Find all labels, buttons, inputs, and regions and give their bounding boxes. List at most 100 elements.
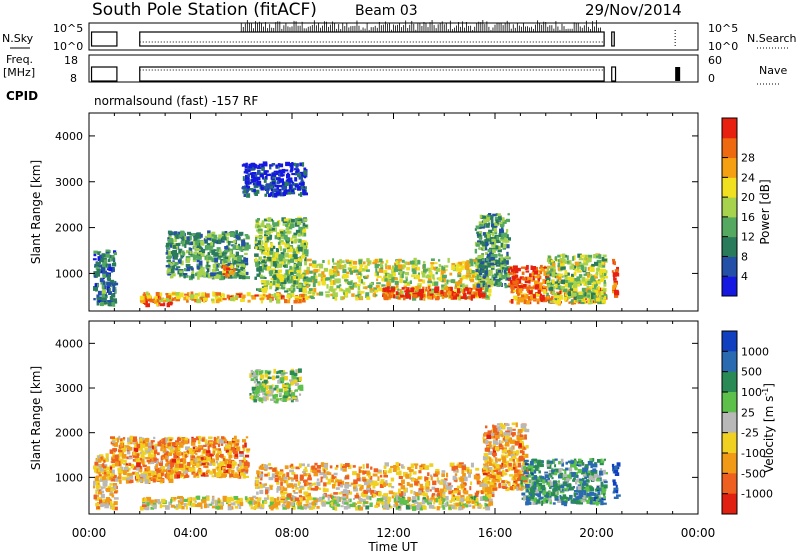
heatmap-cell: [495, 240, 501, 243]
heatmap-cell: [616, 266, 619, 271]
heatmap-cell: [520, 296, 525, 299]
heatmap-cell: [481, 296, 485, 299]
heatmap-cell: [119, 479, 122, 484]
heatmap-cell: [233, 256, 238, 262]
heatmap-cell: [440, 270, 444, 275]
heatmap-cell: [491, 267, 495, 270]
heatmap-cell: [233, 260, 237, 263]
heatmap-cell: [225, 269, 228, 274]
heatmap-cell: [308, 263, 314, 267]
heatmap-cell: [114, 461, 119, 467]
heatmap-cell: [294, 259, 298, 263]
heatmap-cell: [487, 248, 492, 252]
heatmap-cell: [485, 217, 491, 222]
heatmap-cell: [395, 284, 399, 288]
heatmap-cell: [118, 473, 122, 478]
heatmap-cell: [209, 453, 214, 457]
heatmap-cell: [480, 270, 486, 273]
heatmap-cell: [258, 294, 263, 297]
heatmap-cell: [101, 293, 106, 298]
heatmap-cell: [144, 447, 150, 451]
heatmap-cell: [485, 237, 490, 242]
heatmap-cell: [121, 453, 127, 459]
heatmap-cell: [300, 179, 304, 183]
heatmap-cell: [495, 278, 501, 284]
heatmap-cell: [276, 292, 280, 297]
heatmap-cell: [474, 248, 478, 254]
heatmap-cell: [97, 491, 102, 495]
heatmap-cell: [123, 446, 126, 449]
heatmap-cell: [302, 242, 305, 248]
heatmap-cell: [289, 164, 294, 168]
heatmap-cell: [535, 284, 540, 287]
heatmap-cell: [477, 240, 481, 243]
heatmap-cell: [594, 300, 598, 303]
heatmap-cell: [474, 263, 479, 267]
heatmap-cell: [574, 295, 577, 300]
heatmap-cell: [272, 227, 275, 231]
heatmap-cell: [285, 161, 291, 167]
heatmap-cell: [112, 506, 115, 510]
heatmap-cell: [108, 255, 111, 259]
cpid-label: CPID: [6, 89, 38, 103]
heatmap-cell: [215, 460, 219, 464]
heatmap-cell: [223, 471, 227, 475]
heatmap-cell: [269, 164, 274, 167]
heatmap-cell: [102, 280, 106, 286]
heatmap-cell: [224, 458, 229, 462]
heatmap-cell: [108, 263, 112, 268]
heatmap-cell: [301, 463, 305, 467]
heatmap-cell: [282, 191, 286, 196]
heatmap-cell: [227, 274, 233, 279]
heatmap-cell: [440, 273, 443, 278]
heatmap-cell: [290, 255, 294, 261]
heatmap-cell: [266, 266, 270, 271]
heatmap-cell: [191, 470, 196, 475]
heatmap-cell: [482, 259, 487, 264]
heatmap-cell: [563, 279, 568, 283]
heatmap-cell: [166, 477, 170, 480]
heatmap-cell: [123, 463, 127, 466]
heatmap-cell: [545, 281, 549, 285]
heatmap-cell: [478, 490, 483, 493]
heatmap-cell: [286, 219, 291, 225]
heatmap-cell: [357, 290, 361, 294]
heatmap-cell: [593, 295, 597, 300]
heatmap-cell: [486, 234, 490, 239]
heatmap-cell: [417, 291, 421, 295]
heatmap-cell: [102, 482, 108, 486]
heatmap-cell: [289, 370, 295, 375]
heatmap-cell: [270, 247, 274, 252]
heatmap-cell: [546, 295, 550, 299]
heatmap-cell: [250, 369, 253, 374]
heatmap-cell: [255, 177, 259, 182]
heatmap-cell: [229, 459, 232, 464]
heatmap-cell: [254, 239, 257, 244]
heatmap-cell: [242, 444, 245, 449]
heatmap-cell: [335, 271, 340, 276]
heatmap-cell: [376, 282, 381, 285]
heatmap-cell: [493, 277, 496, 281]
heatmap-cell: [577, 295, 582, 299]
heatmap-cell: [201, 292, 205, 297]
heatmap-cell: [239, 272, 244, 275]
heatmap-cell: [169, 470, 175, 473]
heatmap-cell: [603, 272, 607, 277]
heatmap-cell: [254, 193, 258, 196]
heatmap-cell: [198, 460, 201, 463]
heatmap-cell: [347, 281, 353, 285]
heatmap-cell: [282, 223, 288, 226]
heatmap-cell: [390, 477, 395, 482]
heatmap-cell: [545, 298, 548, 301]
heatmap-cell: [177, 259, 182, 264]
heatmap-cell: [332, 295, 336, 300]
heatmap-cell: [539, 297, 545, 301]
heatmap-cell: [135, 474, 140, 480]
heatmap-cell: [233, 268, 236, 272]
heatmap-cell: [264, 258, 268, 263]
heatmap-cell: [243, 246, 249, 251]
heatmap-cell: [103, 281, 109, 286]
heatmap-cell: [154, 471, 157, 474]
heatmap-cell: [251, 386, 257, 391]
